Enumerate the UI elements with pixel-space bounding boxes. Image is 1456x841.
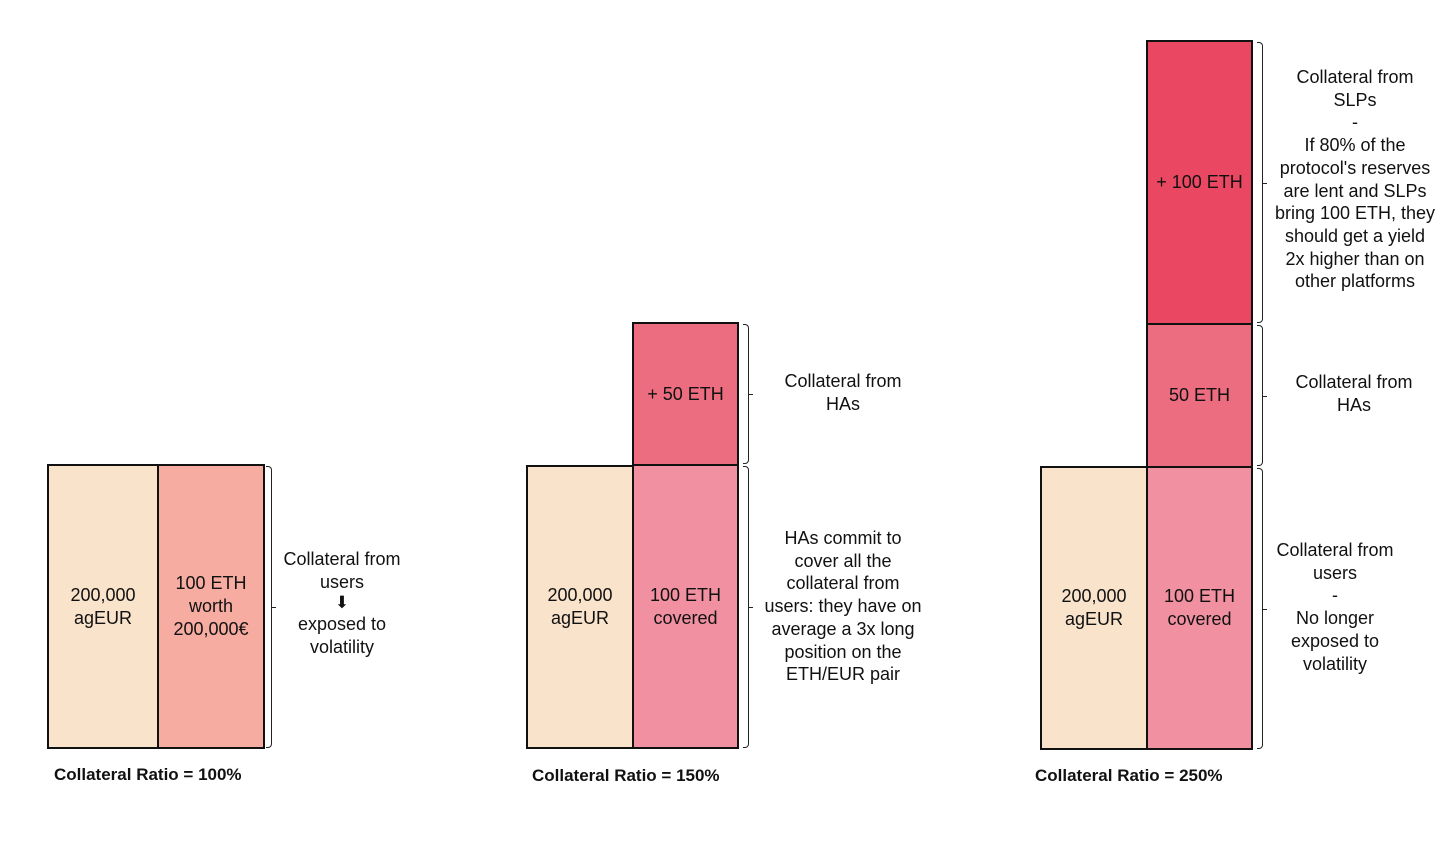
has-eth-box-panel2: + 50 ETH	[632, 322, 739, 466]
down-arrow-icon: ⬇	[334, 593, 350, 613]
slps-note-panel3: Collateral from SLPs - If 80% of the pro…	[1274, 67, 1436, 292]
has-note-panel2: Collateral from HAs	[784, 371, 902, 414]
slps-eth-box-panel3: + 100 ETH	[1146, 40, 1253, 325]
agEUR-box-panel2: 200,000 agEUR	[526, 465, 634, 749]
slps-eth-label: + 100 ETH	[1156, 172, 1243, 192]
eth-covered-label: 100 ETH covered	[649, 584, 722, 628]
brace-users-panel2	[743, 466, 753, 748]
users-note-panel2: HAs commit to cover all the collateral f…	[764, 528, 922, 685]
brace-slps-panel3	[1257, 42, 1267, 323]
collateral-ratio-caption-panel1: Collateral Ratio = 100%	[54, 765, 242, 784]
agEUR-box-panel1: 200,000 agEUR	[47, 464, 159, 749]
has-eth-box-panel3: 50 ETH	[1146, 323, 1253, 468]
brace-has-panel2	[743, 324, 753, 464]
agEUR-label: 200,000 agEUR	[547, 585, 613, 628]
has-eth-label: + 50 ETH	[647, 383, 724, 404]
has-eth-label: 50 ETH	[1168, 385, 1231, 405]
brace-has-panel3	[1257, 325, 1267, 466]
users-note-bottom: exposed to volatility	[297, 614, 387, 658]
eth-covered-label: 100 ETH covered	[1163, 586, 1236, 629]
agEUR-label: 200,000 agEUR	[1061, 586, 1127, 629]
brace-users-panel3	[1257, 468, 1267, 749]
eth-covered-box-panel3: 100 ETH covered	[1146, 466, 1253, 750]
agEUR-box-panel3: 200,000 agEUR	[1040, 466, 1148, 750]
brace-users-panel1	[266, 466, 276, 748]
users-note-panel3: Collateral from users - No longer expose…	[1276, 540, 1394, 674]
agEUR-label: 200,000 agEUR	[70, 584, 136, 628]
collateral-ratio-caption-panel2: Collateral Ratio = 150%	[532, 766, 720, 785]
users-note-panel1: Collateral from users ⬇ exposed to volat…	[262, 548, 422, 659]
users-note-top: Collateral from users	[283, 549, 401, 592]
eth-worth-box-panel1: 100 ETH worth 200,000€	[157, 464, 265, 749]
eth-worth-label: 100 ETH worth 200,000€	[173, 573, 249, 639]
eth-covered-box-panel2: 100 ETH covered	[632, 464, 739, 749]
collateral-ratio-caption-panel3: Collateral Ratio = 250%	[1035, 766, 1223, 785]
has-note-panel3: Collateral from HAs	[1295, 372, 1413, 415]
